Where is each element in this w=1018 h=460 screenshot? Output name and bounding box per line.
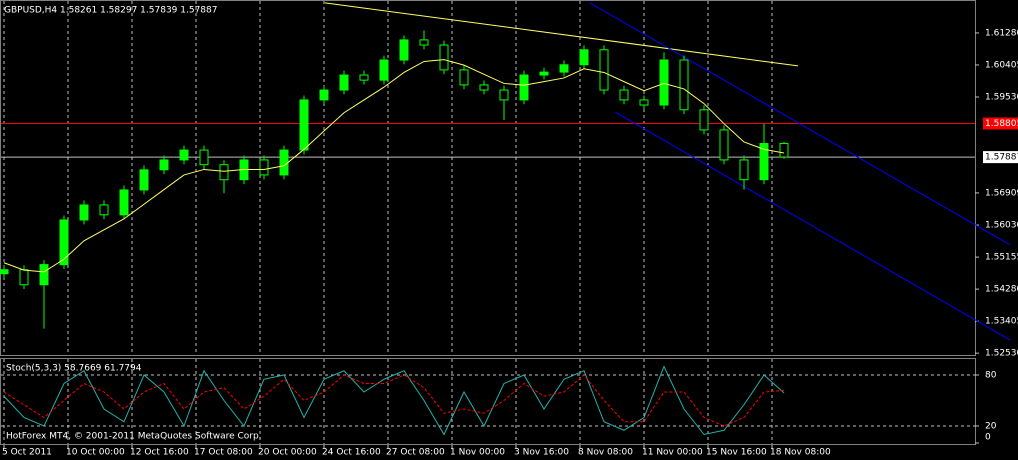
candle-body: [619, 89, 629, 101]
y-tick-label: 1.54280: [985, 285, 1018, 295]
candle-body: [779, 142, 789, 158]
y-tick-label: 1.53405: [985, 317, 1018, 327]
stoch-label: Stoch(5,3,3) 58.7669 61.7794: [6, 364, 142, 374]
candle-body: [359, 74, 369, 81]
candle-body: [399, 39, 409, 61]
trendline: [589, 2, 1011, 246]
y-tick-label: 1.55155: [985, 253, 1018, 263]
price-tag: [983, 151, 1018, 164]
trendline: [614, 111, 1011, 341]
candle-body: [759, 142, 769, 181]
price-tag-label: 1.57887: [985, 153, 1018, 163]
candle-body: [739, 159, 749, 181]
candle-body: [219, 164, 229, 181]
candle-body: [379, 59, 389, 81]
candle-body: [639, 99, 649, 106]
y-tick-label: 1.52530: [985, 349, 1018, 359]
x-tick-label: 12 Oct 16:00: [130, 448, 189, 458]
x-tick-label: 10 Oct 00:00: [66, 448, 125, 458]
x-tick-label: 17 Oct 08:00: [194, 448, 253, 458]
candle-body: [319, 89, 329, 101]
candle-body: [479, 84, 489, 91]
candle-body: [499, 89, 509, 101]
candle-body: [259, 159, 269, 176]
sub-panel: [0, 358, 976, 445]
candle-body: [579, 49, 589, 66]
stoch-tick-label: 0: [985, 433, 991, 443]
x-tick-label: 1 Nov 00:00: [450, 448, 505, 458]
candle-body: [719, 129, 729, 161]
x-tick-label: 18 Nov 08:00: [770, 448, 831, 458]
main-panel: [0, 0, 976, 356]
x-tick-label: 24 Oct 16:00: [322, 448, 381, 458]
footer: HotForex MT4, © 2001-2011 MetaQuotes Sof…: [6, 432, 262, 442]
candle-body: [419, 39, 429, 46]
x-tick-label: 20 Oct 00:00: [258, 448, 317, 458]
candle-body: [459, 69, 469, 86]
x-tick-label: 5 Oct 2011: [2, 448, 52, 458]
candle-body: [439, 44, 449, 71]
candle-body: [199, 149, 209, 166]
y-tick-label: 1.56909: [985, 188, 1018, 198]
price-tag: [983, 117, 1018, 130]
candle-body: [339, 74, 349, 91]
moving-average: [3, 59, 785, 273]
y-tick-label: 1.59530: [985, 92, 1018, 102]
price-tag-label: 1.58805: [985, 119, 1018, 129]
candle-body: [679, 59, 689, 111]
candle-body: [599, 49, 609, 91]
x-tick-label: 8 Nov 08:00: [578, 448, 633, 458]
candle-body: [559, 64, 569, 73]
candle-body: [159, 159, 169, 171]
y-tick-label: 1.60405: [985, 60, 1018, 70]
candle-body: [59, 219, 69, 266]
candle-body: [699, 109, 709, 131]
x-tick-label: 3 Nov 16:00: [514, 448, 569, 458]
candle-body: [19, 269, 29, 286]
y-tick-label: 1.56030: [985, 221, 1018, 231]
candle-body: [119, 189, 129, 216]
x-tick-label: 27 Oct 08:00: [386, 448, 445, 458]
candle-body: [139, 169, 149, 191]
stoch-line: [3, 374, 785, 427]
candle-body: [279, 149, 289, 176]
stoch-tick-label: 80: [985, 371, 997, 381]
title: GBPUSD,H4 1.58261 1.58297 1.57839 1.5788…: [4, 6, 217, 16]
candle-body: [0, 269, 9, 275]
x-tick-label: 15 Nov 16:00: [706, 448, 767, 458]
candle-body: [39, 264, 49, 286]
stoch-line: [3, 365, 785, 436]
candle-body: [299, 99, 309, 151]
candle-body: [179, 149, 189, 161]
trendline: [324, 2, 799, 67]
candle-body: [519, 74, 529, 101]
y-tick-label: 1.61280: [985, 28, 1018, 38]
x-tick-label: 11 Nov 00:00: [642, 448, 703, 458]
candle-body: [99, 204, 109, 216]
candle-body: [539, 71, 549, 76]
candle-body: [659, 59, 669, 106]
stoch-tick-label: 20: [985, 422, 997, 432]
candle-body: [79, 204, 89, 221]
